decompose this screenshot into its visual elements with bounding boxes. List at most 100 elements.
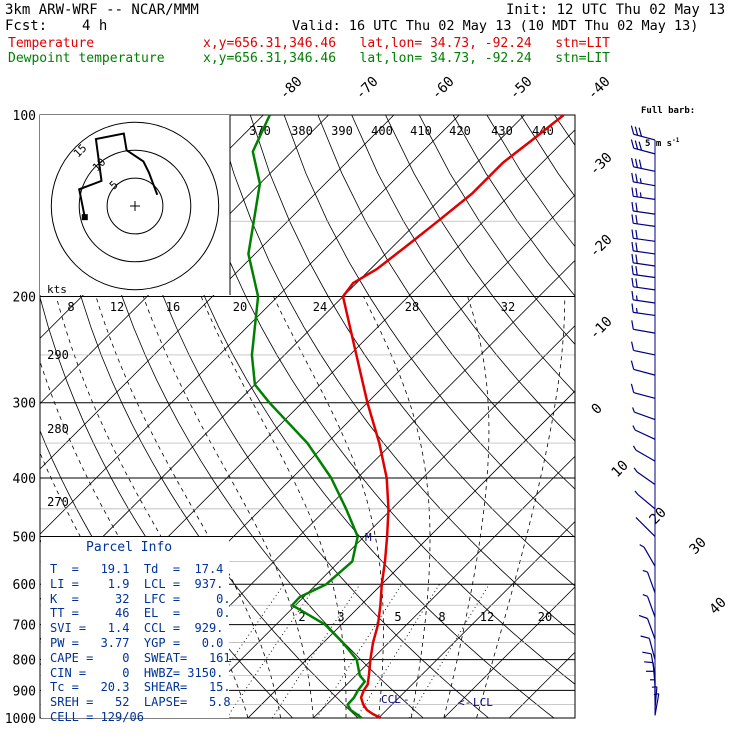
- theta-label: 380: [291, 124, 313, 138]
- m-marker-label: M: [365, 531, 372, 544]
- wind-barb-full: [635, 278, 638, 288]
- barb-legend: Full barb: 5 m s-1: [641, 86, 695, 159]
- theta-label: 420: [449, 124, 471, 138]
- dry-adiabat: [182, 115, 575, 685]
- hodo-units-label: kts: [47, 283, 67, 296]
- wind-barb-shaft: [633, 299, 656, 304]
- isotherm-label: 30: [687, 535, 710, 558]
- wind-profile: [630, 125, 660, 716]
- wind-barb-shaft: [633, 195, 656, 200]
- wind-barb-shaft: [646, 618, 656, 640]
- wind-barb-full: [631, 341, 635, 351]
- theta-label: 430: [491, 124, 513, 138]
- isotherm-line: [313, 455, 575, 718]
- pressure-tick-label: 300: [13, 397, 36, 412]
- hodo-speed-label: 32: [501, 300, 515, 314]
- wind-barb-shaft: [633, 181, 656, 187]
- wind-barb-full: [638, 614, 648, 620]
- wind-barb-shaft: [634, 411, 656, 421]
- wind-barb-full: [635, 214, 638, 224]
- hodo-speed-label: 20: [233, 300, 247, 314]
- parcel-info-row: Tc = 20.3 SHEAR= 15.: [50, 680, 231, 695]
- dewpoint-location: x,y=656.31,346.46 lat,lon= 34.73, -92.24…: [203, 51, 610, 66]
- hodo-ring: [106, 177, 164, 235]
- isotherm-line: [40, 115, 460, 535]
- pressure-tick-label: 700: [13, 619, 36, 634]
- mixing-ratio-label: 20: [538, 610, 552, 624]
- hodo-ring: [50, 121, 220, 291]
- parcel-info-background: [41, 537, 229, 718]
- isotherm-line: [40, 115, 525, 601]
- wind-barb-shaft: [633, 328, 656, 334]
- wind-barb-full: [631, 277, 634, 287]
- dry-adiabat: [385, 115, 575, 394]
- dry-adiabat: [724, 115, 740, 718]
- isotherm-label: -40: [585, 74, 614, 103]
- wind-barb-half: [632, 407, 635, 413]
- wind-barb-shaft: [635, 449, 656, 462]
- wind-barb-half: [632, 425, 636, 431]
- parcel-info-row: T = 19.1 Td = 17.4: [50, 562, 224, 576]
- wind-barb-full: [638, 141, 643, 151]
- wind-barb-full: [635, 242, 638, 252]
- isotherm-line: [182, 325, 575, 718]
- pressure-tick-label: 800: [13, 654, 36, 669]
- wind-barb-shaft: [633, 349, 656, 356]
- hodo-speed-label: 24: [313, 300, 327, 314]
- wind-barb-half: [634, 490, 639, 496]
- isotherm-line: [378, 521, 575, 718]
- wind-barb-shaft: [633, 368, 656, 376]
- lcl-arrow: <-: [458, 696, 471, 709]
- wind-barb-full: [630, 383, 635, 393]
- moist-adiabat: [363, 296, 431, 718]
- wind-barb-full: [631, 253, 634, 263]
- mixing-ratio-line: [191, 583, 285, 718]
- fcst-label: Fcst:: [5, 18, 48, 34]
- dry-adiabat: [588, 115, 740, 718]
- mixing-ratio-lines: [191, 583, 490, 718]
- wind-barb-full: [631, 303, 634, 313]
- parcel-info-row: TT = 46 EL = 0.: [50, 606, 231, 621]
- wind-barb-half: [635, 295, 638, 301]
- parcel-info-row: CELL = 129/06: [50, 710, 144, 724]
- wind-barb-shaft: [643, 546, 656, 567]
- wind-barb-full: [635, 187, 638, 197]
- isotherm-label: 10: [609, 458, 632, 481]
- isotherm-label: -70: [353, 74, 382, 103]
- hodo-speed-label: 8: [67, 300, 74, 314]
- parcel-info-row: LI = 1.9 LCL = 937.: [50, 576, 224, 591]
- wind-barb-shaft: [633, 311, 656, 317]
- wind-barb-full: [631, 202, 634, 212]
- mixing-ratio-label: 8: [438, 610, 445, 624]
- wind-barb-full: [638, 159, 642, 169]
- wind-barb-shaft: [638, 520, 656, 537]
- dry-adiabat: [452, 115, 575, 297]
- wind-barb-full: [634, 140, 639, 150]
- dry-adiabat: [216, 115, 575, 636]
- barb-legend-line1: Full barb:: [641, 106, 696, 116]
- temperature-location: x,y=656.31,346.46 lat,lon= 34.73, -92.24…: [203, 36, 610, 51]
- parcel-info-row: CAPE = 0 SWEAT= 161: [50, 650, 231, 665]
- wind-barb-half: [633, 467, 638, 473]
- wind-barb-full: [631, 172, 634, 182]
- parcel-info-row: PW = 3.77 YGP = 0.0: [50, 636, 224, 650]
- theta-label: 370: [249, 124, 271, 138]
- theta-label: 410: [410, 124, 432, 138]
- wind-barb-half: [635, 516, 640, 522]
- hodo-speed-label: 28: [405, 300, 419, 314]
- wind-barb-full: [631, 229, 634, 239]
- wind-barb-full: [631, 290, 634, 300]
- init-time: Init: 12 UTC Thu 02 May 13: [506, 2, 726, 18]
- dewpoint-legend: Dewpoint temperature: [8, 51, 165, 66]
- valid-time: Valid: 16 UTC Thu 02 May 13 (10 MDT Thu …: [292, 18, 699, 34]
- wind-barb-full: [635, 202, 638, 212]
- wind-barb-full: [640, 635, 650, 639]
- ccl-dash: -: [403, 693, 410, 706]
- dry-adiabat: [622, 115, 740, 718]
- wind-barb-shaft: [646, 571, 656, 594]
- theta-low-label: 280: [47, 422, 69, 436]
- moist-adiabat: [476, 296, 566, 718]
- temperature-legend: Temperature: [8, 36, 95, 51]
- wind-barb-half: [639, 178, 642, 184]
